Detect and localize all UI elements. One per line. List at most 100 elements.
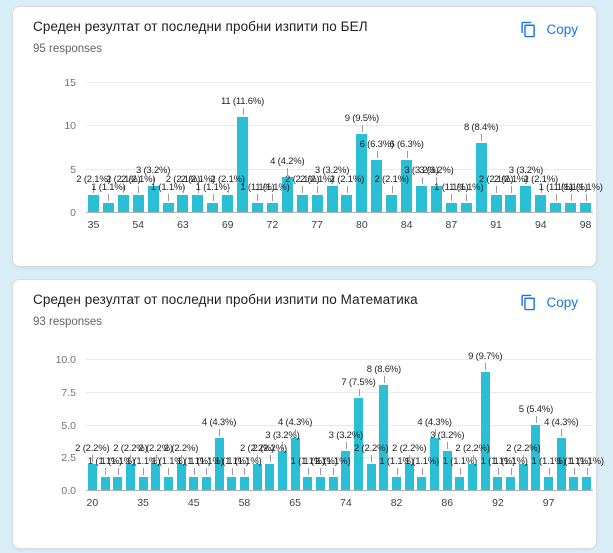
bar-value-label: 5 (5.4%) bbox=[518, 403, 554, 415]
bar-value-label: 2 (2.1%) bbox=[478, 173, 514, 185]
bar bbox=[311, 194, 323, 212]
bar-value-label: 2 (2.1%) bbox=[76, 173, 111, 185]
bar-value-label: 1 (1.1%) bbox=[379, 455, 414, 467]
bar bbox=[201, 476, 211, 490]
bar-label-leader-line bbox=[346, 185, 348, 193]
y-axis-tick-label: 5.0 bbox=[61, 419, 76, 432]
bar-label-leader-line bbox=[510, 467, 512, 475]
y-axis-tick-label: 0 bbox=[70, 207, 76, 219]
bar-value-label: 1 (1.1%) bbox=[195, 182, 231, 194]
bar-value-label: 1 (1.1%) bbox=[493, 455, 528, 467]
bar bbox=[341, 450, 351, 490]
bar-value-label: 1 (1.1%) bbox=[569, 455, 605, 467]
x-axis-tick-label: 74 bbox=[339, 497, 352, 509]
bar-label-leader-line bbox=[496, 185, 498, 193]
bar-value-label: 1 (1.1%) bbox=[151, 455, 186, 467]
bar-label-leader-line bbox=[510, 185, 512, 193]
bar-label-leader-line bbox=[317, 185, 319, 193]
bar bbox=[214, 437, 224, 490]
bar-value-label: 1 (1.1%) bbox=[227, 455, 262, 467]
bar-value-label: 2 (2.1%) bbox=[493, 173, 529, 185]
bar bbox=[227, 476, 237, 490]
bar bbox=[518, 463, 528, 490]
y-gridline bbox=[86, 457, 593, 459]
bar-value-label: 3 (3.2%) bbox=[430, 429, 465, 441]
y-gridline bbox=[86, 168, 593, 170]
bar-label-leader-line bbox=[358, 389, 360, 397]
bar bbox=[222, 194, 234, 212]
bar-label-leader-line bbox=[182, 185, 184, 193]
y-axis-tick-label: 10.0 bbox=[55, 354, 76, 366]
bar bbox=[192, 194, 204, 212]
bar-value-label: 2 (2.1%) bbox=[285, 173, 320, 185]
bar bbox=[371, 160, 383, 212]
bar bbox=[460, 203, 472, 212]
bar-label-leader-line bbox=[421, 177, 423, 184]
bar-label-leader-line bbox=[525, 177, 527, 184]
y-gridline bbox=[86, 359, 593, 360]
bar-label-leader-line bbox=[409, 454, 411, 462]
bar bbox=[544, 476, 554, 490]
x-axis-tick-label: 35 bbox=[87, 219, 100, 231]
bar-label-leader-line bbox=[168, 467, 170, 475]
bar bbox=[582, 476, 592, 490]
y-axis-tick-label: 10 bbox=[64, 120, 76, 133]
x-axis-tick-label: 58 bbox=[238, 497, 251, 509]
bar bbox=[176, 463, 186, 490]
bar bbox=[506, 476, 516, 490]
bar-label-leader-line bbox=[155, 454, 157, 462]
bar bbox=[328, 476, 338, 490]
copy-button-bel[interactable]: Copy bbox=[518, 17, 580, 42]
x-axis-tick-label: 69 bbox=[221, 219, 234, 231]
bar-label-leader-line bbox=[269, 454, 271, 462]
bar-label-leader-line bbox=[535, 415, 537, 423]
bar bbox=[163, 476, 173, 490]
bar-value-label: 1 (1.1%) bbox=[150, 182, 186, 194]
bar-value-label: 1 (1.1%) bbox=[553, 182, 588, 194]
bar-value-label: 2 (2.2%) bbox=[113, 442, 148, 454]
responses-count-math: 93 responses bbox=[33, 316, 103, 328]
x-axis-tick-label: 94 bbox=[534, 219, 547, 231]
bar bbox=[569, 476, 579, 490]
bar-value-label: 2 (2.1%) bbox=[299, 173, 335, 185]
bar-label-leader-line bbox=[376, 151, 378, 158]
y-gridline bbox=[86, 82, 593, 83]
bar-label-leader-line bbox=[391, 185, 393, 193]
bar-value-label: 4 (4.3%) bbox=[277, 416, 313, 428]
bar bbox=[315, 476, 325, 490]
bar-value-label: 3 (3.2%) bbox=[328, 429, 364, 441]
question-title-bel: Среден резултат от последни пробни изпит… bbox=[33, 19, 368, 34]
bar-value-label: 1 (1.1%) bbox=[100, 455, 136, 467]
bar bbox=[490, 194, 502, 212]
bar-label-leader-line bbox=[436, 177, 438, 184]
x-axis-tick-label: 84 bbox=[400, 219, 413, 231]
bar-label-leader-line bbox=[212, 194, 214, 202]
bar bbox=[303, 476, 313, 490]
bar-label-leader-line bbox=[231, 467, 233, 475]
x-axis-tick-label: 54 bbox=[132, 219, 145, 231]
bar bbox=[296, 194, 308, 212]
bar-value-label: 1 (1.1%) bbox=[255, 182, 290, 194]
bar-value-label: 3 (3.2%) bbox=[508, 165, 544, 176]
bar-value-label: 2 (2.1%) bbox=[523, 173, 559, 185]
bar-label-leader-line bbox=[302, 185, 304, 193]
copy-label: Copy bbox=[546, 22, 578, 37]
bar-value-label: 1 (1.1%) bbox=[87, 455, 123, 467]
bar-value-label: 3 (3.2%) bbox=[314, 165, 350, 176]
bar bbox=[493, 476, 503, 490]
bar-label-leader-line bbox=[272, 194, 274, 202]
copy-button-math[interactable]: Copy bbox=[518, 290, 580, 315]
bar bbox=[580, 203, 592, 212]
bar-value-label: 4 (4.3%) bbox=[544, 416, 579, 428]
bar bbox=[177, 194, 189, 212]
bar bbox=[207, 203, 219, 212]
bar-value-label: 2 (2.1%) bbox=[121, 173, 156, 185]
bar-value-label: 2 (2.2%) bbox=[239, 442, 275, 454]
x-axis-tick-label: 91 bbox=[490, 219, 502, 231]
bar bbox=[550, 203, 562, 212]
bar bbox=[565, 203, 577, 212]
bar-label-leader-line bbox=[451, 194, 453, 202]
bar-label-leader-line bbox=[485, 363, 487, 371]
bar-label-leader-line bbox=[242, 107, 244, 115]
question-title-math: Среден резултат от последни пробни изпит… bbox=[33, 292, 418, 307]
